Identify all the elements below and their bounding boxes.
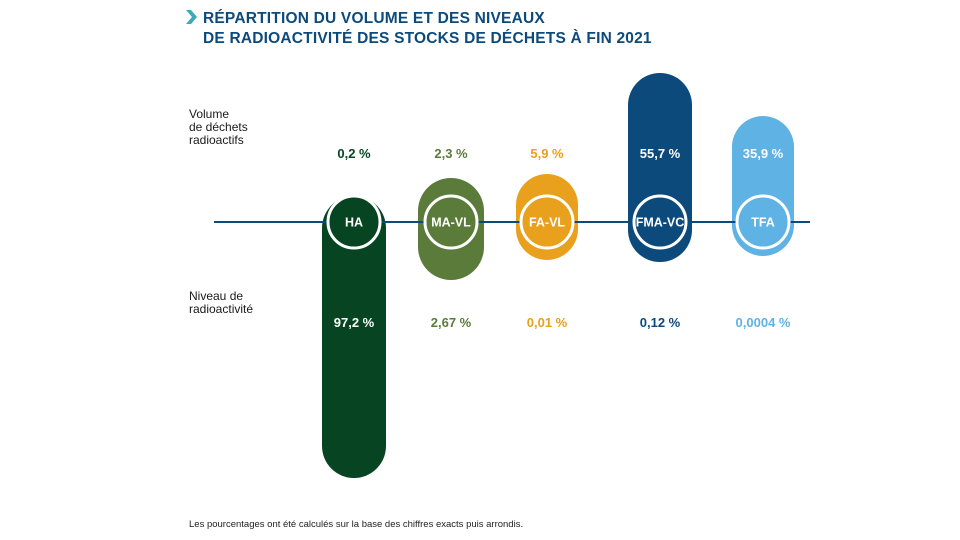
chart-title-line-2: DE RADIOACTIVITÉ DES STOCKS DE DÉCHETS À… [203,30,652,47]
category-badge-tfa [735,194,791,250]
radioactivity-value-label: 97,2 % [334,315,375,330]
volume-label-line-1: Volume [189,107,230,121]
volume-value-label: 5,9 % [530,146,564,161]
chevron-right-icon [186,10,197,24]
chart-title-line-1: RÉPARTITION DU VOLUME ET DES NIVEAUX [203,10,545,27]
category-label: MA-VL [431,216,471,230]
volume-label-line-2: de déchets [189,120,248,134]
volume-value-label: 35,9 % [743,146,784,161]
radioactivity-value-label: 0,01 % [527,315,568,330]
category-badge-ha [326,194,382,250]
category-label: FA-VL [529,216,565,230]
volume-value-label: 0,2 % [337,146,371,161]
category-badge-ma-vl [423,194,479,250]
radioactivity-value-label: 2,67 % [431,315,472,330]
category-badge-fma-vc [632,194,688,250]
radioactivity-label: Niveau de radioactivité [189,290,253,316]
category-label: HA [345,216,363,230]
radioactivity-label-line-2: radioactivité [189,302,254,316]
radioactivity-label-line-1: Niveau de [189,289,244,303]
category-label: FMA-VC [636,216,685,230]
volume-label-line-3: radioactifs [189,133,244,147]
radioactivity-value-label: 0,12 % [640,315,681,330]
category-label: TFA [751,216,775,230]
bar-ha [322,196,386,478]
volume-value-label: 55,7 % [640,146,681,161]
radioactivity-value-label: 0,0004 % [736,315,791,330]
footnote: Les pourcentages ont été calculés sur la… [189,519,524,530]
chart-title: RÉPARTITION DU VOLUME ET DES NIVEAUX DE … [203,9,723,49]
volume-value-label: 2,3 % [434,146,468,161]
category-badge-fa-vl [519,194,575,250]
volume-label: Volume de déchets radioactifs [189,108,248,147]
